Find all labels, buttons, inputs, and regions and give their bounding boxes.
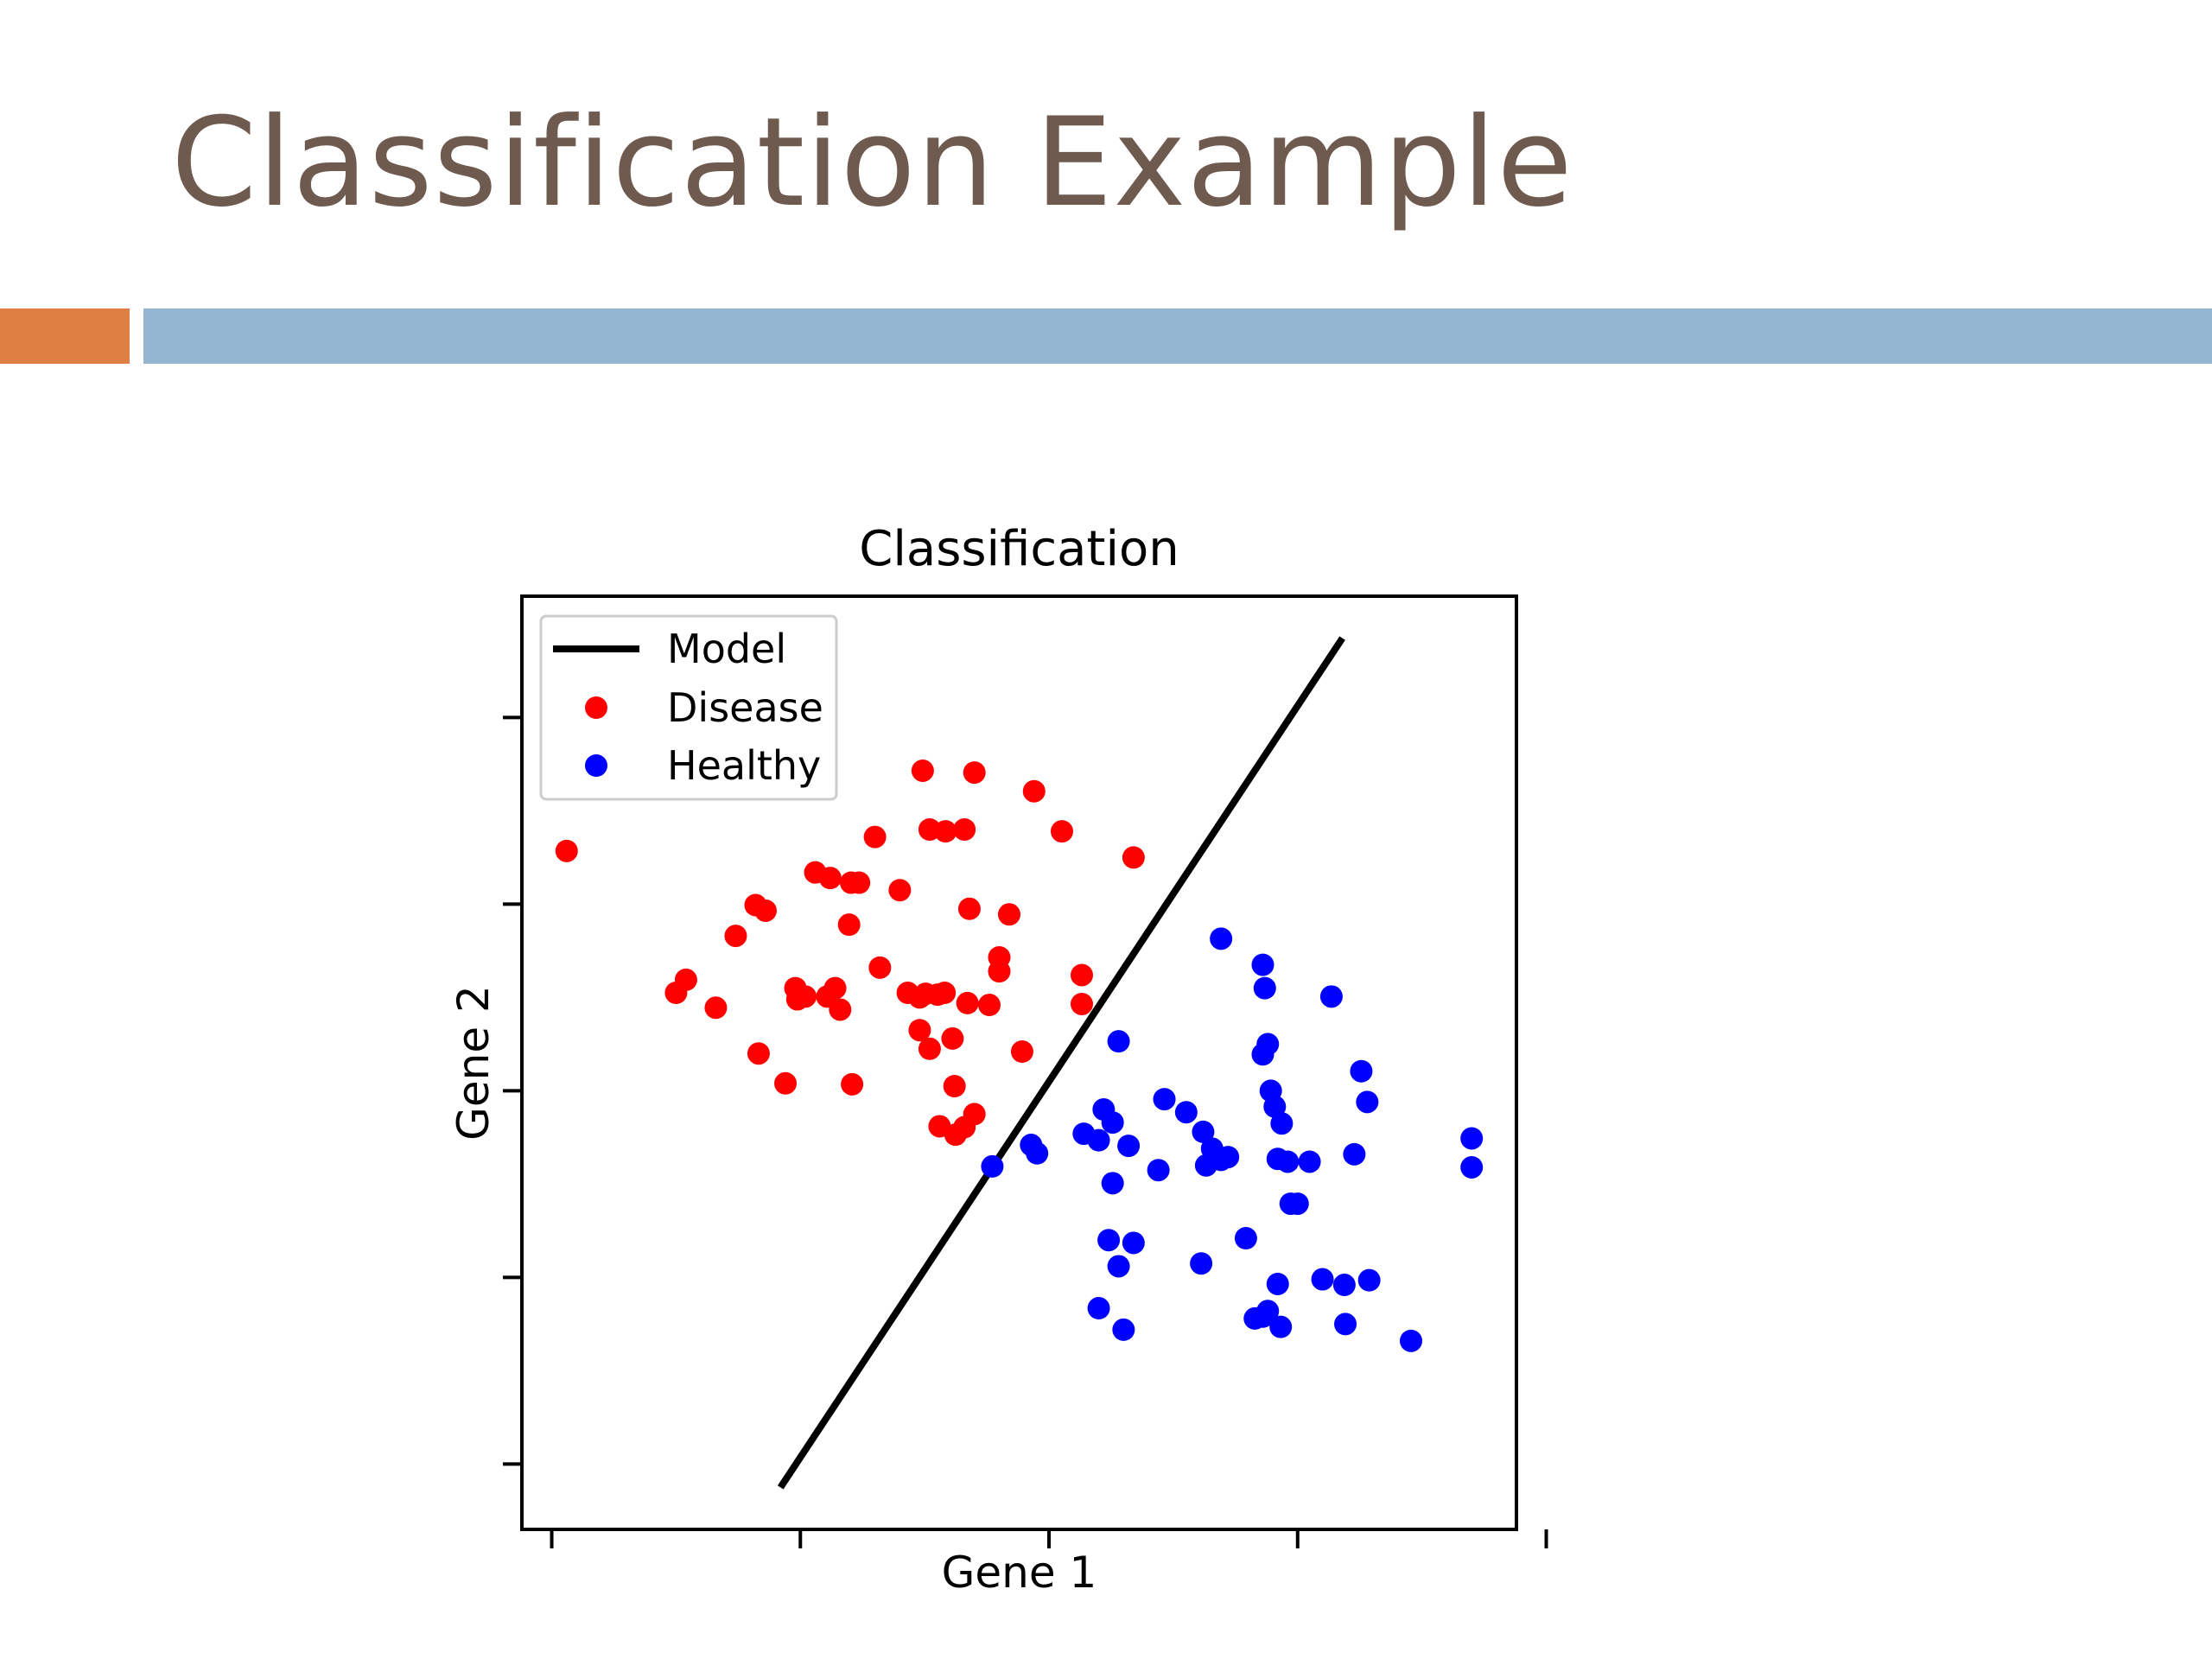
data-point-healthy <box>1192 1120 1215 1143</box>
data-point-disease <box>963 761 986 785</box>
data-point-disease <box>747 1042 770 1065</box>
data-point-disease <box>933 982 957 1004</box>
data-point-healthy <box>1101 1172 1124 1195</box>
data-point-disease <box>774 1071 798 1095</box>
data-point-healthy <box>1357 1268 1381 1292</box>
data-point-disease <box>704 996 728 1020</box>
data-point-healthy <box>1269 1315 1293 1338</box>
data-point-disease <box>868 956 892 979</box>
data-point-disease <box>863 825 887 849</box>
data-point-healthy <box>1251 1305 1274 1328</box>
data-point-healthy <box>1092 1098 1116 1121</box>
data-point-disease <box>829 998 852 1021</box>
data-point-healthy <box>1174 1101 1198 1124</box>
model-line <box>777 636 1345 1490</box>
data-point-healthy <box>1460 1127 1484 1150</box>
data-point-disease <box>724 925 747 948</box>
data-point-healthy <box>1190 1252 1213 1275</box>
data-point-healthy <box>1251 1043 1274 1066</box>
data-point-healthy <box>1356 1090 1379 1114</box>
slide-title: Classification Example <box>171 92 1573 234</box>
data-point-healthy <box>1350 1059 1373 1083</box>
data-point-healthy <box>1399 1329 1422 1352</box>
data-point-healthy <box>981 1154 1004 1178</box>
data-point-healthy <box>1263 1095 1287 1118</box>
data-point-disease <box>988 960 1011 983</box>
data-point-disease <box>841 1072 864 1096</box>
data-point-healthy <box>1251 953 1274 976</box>
data-point-healthy <box>1147 1159 1170 1182</box>
data-point-healthy <box>1286 1192 1309 1216</box>
data-point-healthy <box>1087 1297 1110 1320</box>
data-point-healthy <box>1112 1318 1135 1341</box>
data-point-healthy <box>1319 985 1343 1008</box>
data-point-healthy <box>1334 1313 1357 1336</box>
legend: Model Disease Healthy <box>539 614 838 801</box>
data-point-disease <box>1050 820 1073 843</box>
data-point-healthy <box>1097 1229 1121 1252</box>
data-point-healthy <box>1270 1112 1294 1135</box>
data-point-disease <box>963 1103 986 1126</box>
accent-bar-right <box>143 308 2212 364</box>
data-point-healthy <box>1026 1141 1049 1165</box>
x-axis-label: Gene 1 <box>942 1548 1097 1598</box>
data-point-healthy <box>1234 1227 1257 1250</box>
data-point-disease <box>908 1019 931 1042</box>
data-point-disease <box>997 903 1020 926</box>
data-point-healthy <box>1087 1128 1110 1152</box>
data-point-disease <box>953 818 976 841</box>
data-point-healthy <box>1253 976 1276 1000</box>
data-point-disease <box>957 897 981 920</box>
data-point-disease <box>956 991 979 1014</box>
data-point-healthy <box>1217 1146 1240 1169</box>
data-point-disease <box>918 1037 941 1060</box>
data-point-healthy <box>1107 1255 1130 1278</box>
data-point-healthy <box>1311 1268 1334 1291</box>
data-point-disease <box>1071 963 1094 987</box>
data-point-disease <box>911 759 934 782</box>
data-point-disease <box>555 839 578 862</box>
data-point-disease <box>943 1075 966 1097</box>
data-point-disease <box>934 820 957 843</box>
data-point-healthy <box>1122 1231 1145 1255</box>
data-point-disease <box>888 879 912 902</box>
legend-label-model: Model <box>667 626 786 672</box>
legend-label-disease: Disease <box>667 684 823 731</box>
axis-ticks <box>503 715 1548 1548</box>
data-point-healthy <box>1332 1274 1356 1297</box>
data-point-disease <box>674 968 697 991</box>
legend-box <box>539 614 838 801</box>
data-point-disease <box>753 899 777 922</box>
accent-bar-left <box>0 308 130 364</box>
data-point-healthy <box>1343 1142 1366 1166</box>
data-point-disease <box>818 867 842 890</box>
data-point-healthy <box>1210 927 1233 950</box>
data-point-disease <box>1122 846 1145 869</box>
data-point-disease <box>785 988 809 1011</box>
data-point-disease <box>837 913 861 937</box>
data-points <box>555 759 1484 1352</box>
data-point-healthy <box>1153 1088 1176 1111</box>
data-point-disease <box>1010 1040 1033 1064</box>
data-point-healthy <box>1117 1135 1141 1158</box>
data-point-disease <box>848 871 871 894</box>
legend-label-healthy: Healthy <box>667 742 821 789</box>
data-point-disease <box>1071 992 1094 1015</box>
data-point-disease <box>941 1027 964 1050</box>
data-point-disease <box>977 994 1001 1017</box>
chart-title: Classification <box>859 521 1179 577</box>
data-point-healthy <box>1107 1030 1130 1053</box>
data-point-healthy <box>1298 1150 1321 1173</box>
y-axis-label: Gene 2 <box>448 985 499 1141</box>
legend-healthy-swatch <box>585 754 607 777</box>
data-point-disease <box>1022 779 1046 803</box>
data-point-healthy <box>1276 1150 1300 1173</box>
data-point-healthy <box>1460 1155 1484 1179</box>
legend-disease-swatch <box>585 696 607 719</box>
data-point-healthy <box>1266 1272 1289 1295</box>
data-point-disease <box>823 976 847 1000</box>
